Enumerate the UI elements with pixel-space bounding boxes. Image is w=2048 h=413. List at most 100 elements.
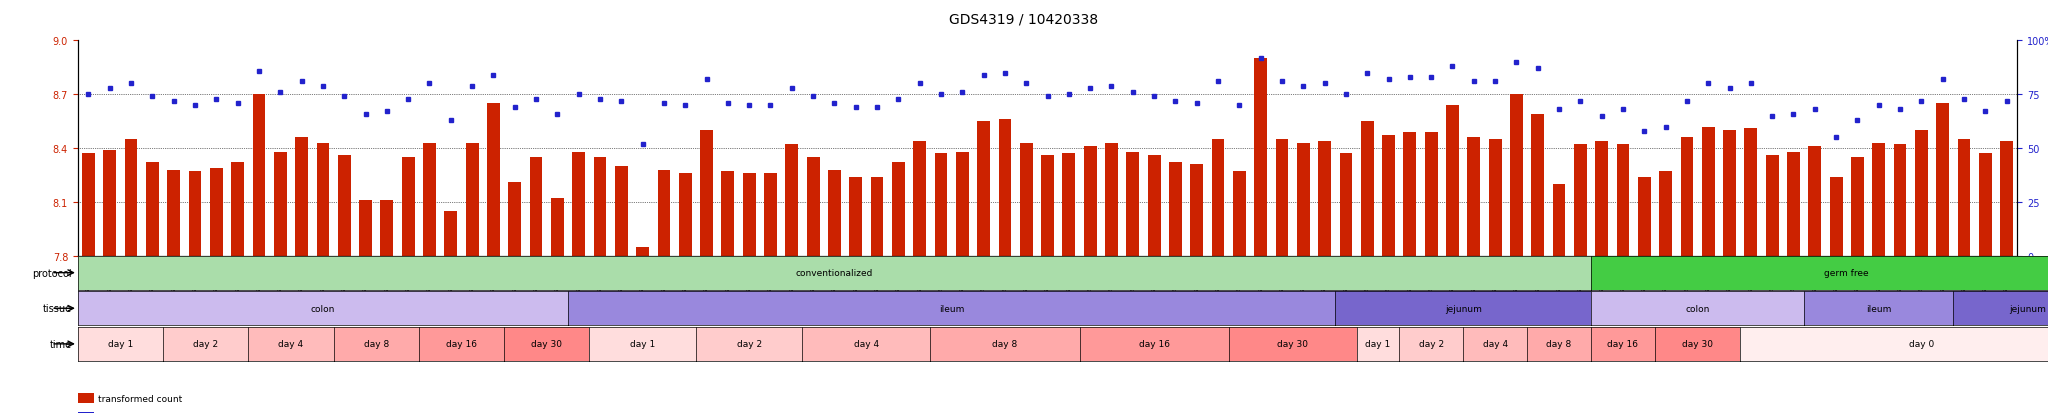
Bar <box>1915 131 1927 256</box>
Bar <box>1575 145 1587 256</box>
Bar <box>637 247 649 256</box>
Bar <box>1894 145 1907 256</box>
Bar <box>295 138 307 256</box>
Text: day 0: day 0 <box>1909 339 1933 349</box>
Text: day 1: day 1 <box>109 339 133 349</box>
Bar <box>1532 115 1544 256</box>
Bar <box>571 152 586 256</box>
Bar <box>614 166 627 256</box>
Text: GDS4319 / 10420338: GDS4319 / 10420338 <box>950 12 1098 26</box>
Text: day 1: day 1 <box>1366 339 1391 349</box>
Bar <box>424 143 436 256</box>
Text: day 16: day 16 <box>1608 339 1638 349</box>
Bar <box>188 172 201 256</box>
Bar <box>444 211 457 256</box>
Bar <box>1040 156 1055 256</box>
Bar <box>1765 156 1778 256</box>
Bar <box>1659 172 1671 256</box>
Bar <box>1126 152 1139 256</box>
Bar <box>1851 158 1864 256</box>
Text: day 30: day 30 <box>1681 339 1712 349</box>
Text: conventionalized: conventionalized <box>797 268 872 278</box>
Bar <box>721 172 735 256</box>
Bar <box>530 158 543 256</box>
Bar <box>252 95 266 256</box>
Bar <box>1212 140 1225 256</box>
Bar <box>743 174 756 256</box>
Bar <box>1106 143 1118 256</box>
Bar <box>1083 147 1096 256</box>
Bar <box>1745 129 1757 256</box>
Text: day 4: day 4 <box>1483 339 1507 349</box>
Bar <box>1425 133 1438 256</box>
Bar <box>338 156 350 256</box>
Bar <box>401 158 414 256</box>
Bar <box>1253 59 1268 256</box>
Bar <box>1958 140 1970 256</box>
Text: day 8: day 8 <box>365 339 389 349</box>
Text: time: time <box>49 339 72 349</box>
Bar <box>1489 140 1501 256</box>
Bar <box>700 131 713 256</box>
Bar <box>1147 156 1161 256</box>
Bar <box>1276 140 1288 256</box>
Bar <box>913 142 926 256</box>
Bar <box>1446 106 1458 256</box>
Text: day 2: day 2 <box>1419 339 1444 349</box>
Bar <box>764 174 776 256</box>
Bar <box>82 154 94 256</box>
Bar <box>1468 138 1481 256</box>
Bar <box>1788 152 1800 256</box>
Bar <box>508 183 520 256</box>
Bar <box>317 143 330 256</box>
Bar <box>678 174 692 256</box>
Text: day 1: day 1 <box>631 339 655 349</box>
Bar <box>956 152 969 256</box>
Bar <box>465 143 479 256</box>
Text: day 2: day 2 <box>193 339 219 349</box>
Text: day 30: day 30 <box>530 339 563 349</box>
Bar <box>977 122 989 256</box>
Bar <box>999 120 1012 256</box>
Bar <box>1808 147 1821 256</box>
Text: ileum: ileum <box>938 304 965 313</box>
Bar <box>145 163 160 256</box>
Text: day 8: day 8 <box>993 339 1018 349</box>
Text: tissue: tissue <box>43 304 72 313</box>
Bar <box>657 170 670 256</box>
Bar <box>1169 163 1182 256</box>
Bar <box>2001 142 2013 256</box>
Bar <box>1638 177 1651 256</box>
Bar <box>1722 131 1737 256</box>
Bar <box>1339 154 1352 256</box>
Bar <box>594 158 606 256</box>
Bar <box>1063 154 1075 256</box>
Text: day 16: day 16 <box>446 339 477 349</box>
Bar <box>274 152 287 256</box>
Bar <box>893 163 905 256</box>
Bar <box>1296 143 1311 256</box>
Bar <box>1190 165 1202 256</box>
Text: day 4: day 4 <box>854 339 879 349</box>
Text: transformed count: transformed count <box>98 394 182 403</box>
Bar <box>1978 154 1993 256</box>
Bar <box>1829 177 1843 256</box>
Bar <box>1509 95 1524 256</box>
Bar <box>358 201 373 256</box>
Text: germ free: germ free <box>1825 268 1870 278</box>
Bar <box>1552 185 1565 256</box>
Bar <box>1872 143 1884 256</box>
Bar <box>551 199 563 256</box>
Text: protocol: protocol <box>33 268 72 278</box>
Bar <box>1935 104 1950 256</box>
Text: day 2: day 2 <box>737 339 762 349</box>
Bar <box>850 177 862 256</box>
Bar <box>1616 145 1630 256</box>
Bar <box>1403 133 1417 256</box>
Text: percentile rank within the sample: percentile rank within the sample <box>98 412 252 413</box>
Bar <box>125 140 137 256</box>
Bar <box>231 163 244 256</box>
Text: day 4: day 4 <box>279 339 303 349</box>
Text: jejunum: jejunum <box>2009 304 2046 313</box>
Bar <box>827 170 842 256</box>
